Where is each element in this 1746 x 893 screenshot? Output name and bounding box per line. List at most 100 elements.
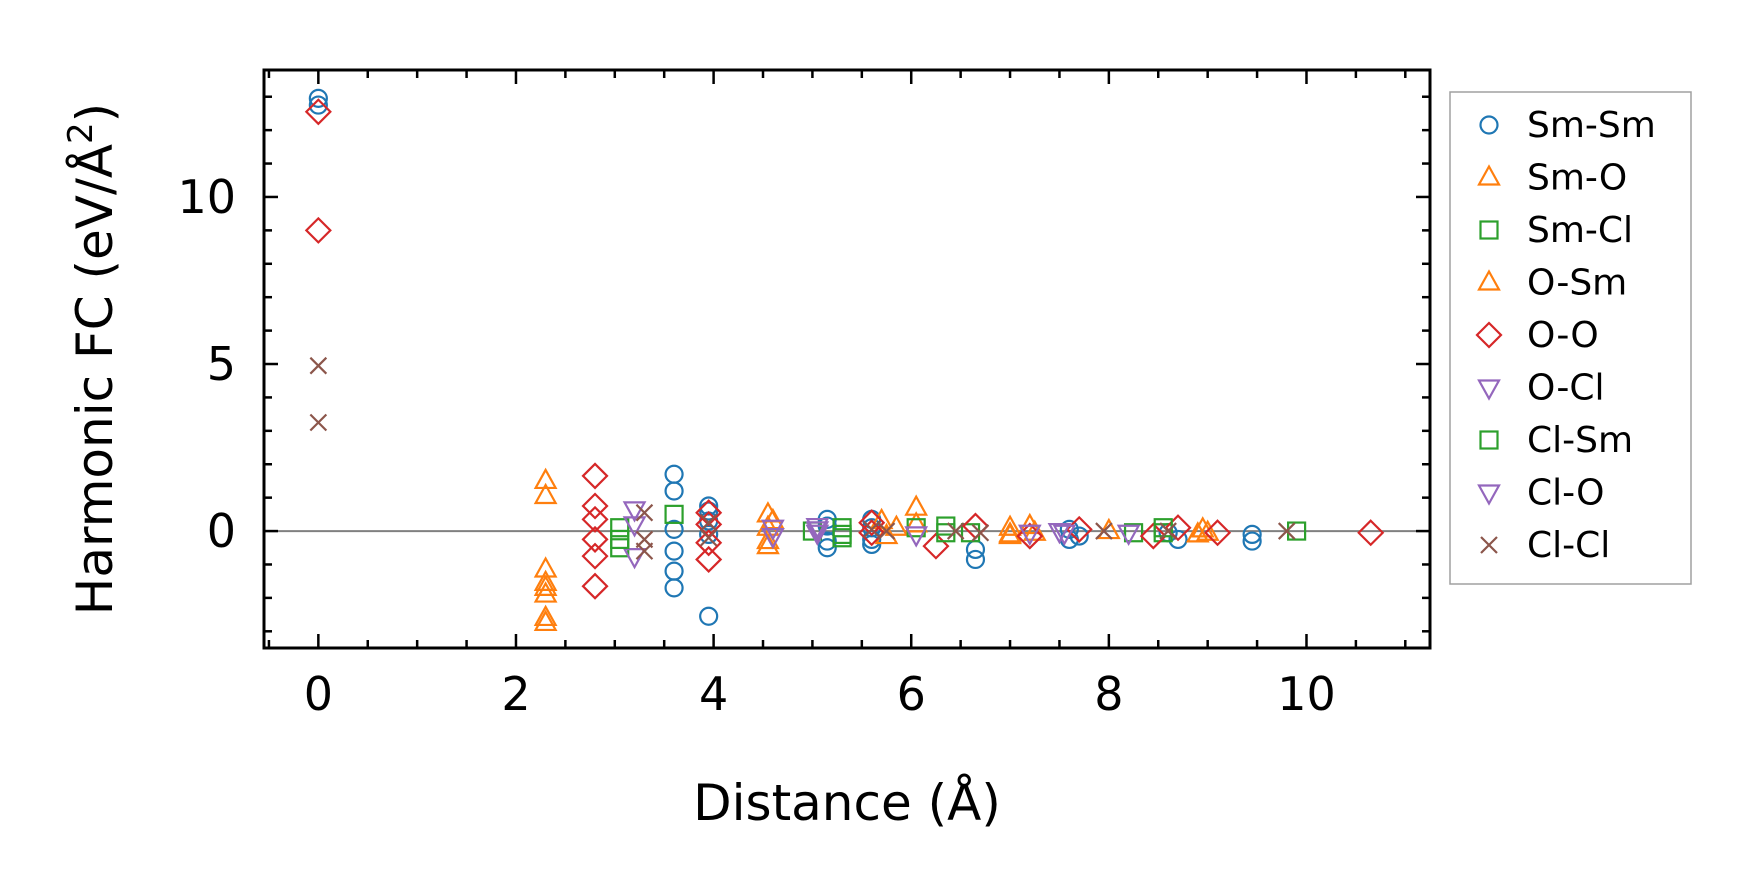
x-axis-label: Distance (Å)	[693, 774, 1001, 832]
point-sm-sm-28	[1242, 524, 1262, 545]
point-o-o-5	[581, 525, 609, 553]
point-sm-o-8	[869, 507, 894, 530]
legend-marker-cl-o	[1477, 484, 1501, 506]
data-points-layer	[304, 88, 1385, 632]
point-sm-o-12	[998, 514, 1022, 536]
point-o-o-13	[858, 519, 886, 547]
point-sm-sm-0	[308, 88, 328, 108]
point-cl-cl-9	[946, 522, 965, 540]
point-sm-sm-23	[1059, 519, 1079, 539]
x-tick-label: 8	[1094, 667, 1123, 721]
legend-entry-cl-o: Cl-O	[1477, 473, 1604, 514]
point-o-o-6	[581, 542, 609, 570]
legend-marker-o-sm	[1477, 269, 1501, 291]
legend-label: Cl-O	[1527, 473, 1604, 514]
point-sm-sm-16	[817, 538, 837, 558]
point-o-sm-6	[998, 522, 1022, 545]
point-o-o-1	[304, 216, 332, 244]
point-o-o-2	[581, 462, 609, 490]
point-sm-o-4	[533, 604, 558, 627]
legend-label: Sm-O	[1527, 158, 1627, 199]
point-o-o-8	[695, 499, 723, 527]
point-o-cl-3	[805, 517, 830, 540]
point-sm-cl-9	[1123, 523, 1144, 543]
y-axis-label-main: Harmonic FC (eV/Å	[66, 144, 124, 615]
point-cl-cl-7	[862, 520, 881, 539]
point-cl-o-1	[761, 527, 785, 550]
point-sm-sm-25	[1069, 526, 1089, 546]
point-o-o-10	[695, 529, 723, 557]
point-o-o-19	[1164, 514, 1192, 542]
point-sm-o-0	[533, 467, 558, 490]
point-o-o-12	[858, 509, 886, 537]
legend-entry-cl-cl: Cl-Cl	[1480, 525, 1610, 566]
legend-label: Cl-Sm	[1527, 420, 1633, 461]
legend-label: O-Sm	[1527, 263, 1627, 304]
point-o-cl-4	[805, 524, 830, 546]
y-axis-label-close: )	[66, 103, 124, 123]
x-tick-label: 2	[501, 667, 530, 721]
y-axis-label-sup: 2	[61, 122, 101, 144]
point-o-cl-8	[1116, 524, 1141, 546]
y-tick-label: 10	[177, 170, 236, 224]
legend: Sm-Sm Sm-O Sm-Cl O-Sm O-O O-Cl Cl-Sm Cl-O Cl-Cl	[1449, 91, 1692, 585]
point-sm-sm-9	[699, 501, 719, 521]
point-cl-cl-11	[1095, 522, 1113, 540]
point-sm-sm-29	[1242, 531, 1262, 551]
x-tick-label: 6	[897, 667, 926, 721]
legend-entry-sm-o: Sm-O	[1477, 158, 1627, 199]
point-sm-o-15	[1096, 517, 1121, 540]
point-sm-sm-3	[664, 481, 684, 501]
point-cl-sm-1	[832, 528, 852, 548]
point-sm-sm-8	[699, 496, 719, 516]
legend-marker-sm-sm	[1479, 115, 1499, 135]
axis-ticks-layer	[264, 70, 1430, 648]
point-cl-o-2	[805, 521, 830, 543]
point-o-o-11	[695, 545, 723, 574]
point-o-o-7	[581, 572, 609, 600]
point-o-sm-7	[1022, 519, 1047, 541]
point-cl-cl-4	[635, 542, 654, 560]
point-sm-o-16	[1190, 516, 1215, 538]
point-cl-sm-0	[610, 529, 630, 550]
point-o-o-0	[304, 98, 332, 126]
x-tick-label: 0	[304, 667, 333, 721]
legend-marker-cl-cl	[1480, 536, 1498, 554]
legend-entry-cl-sm: Cl-Sm	[1479, 420, 1633, 461]
point-o-o-3	[581, 492, 609, 520]
point-sm-sm-4	[664, 519, 684, 539]
series-cl-cl	[309, 356, 1296, 560]
point-cl-cl-5	[699, 513, 718, 532]
legend-marker-o-cl	[1477, 379, 1501, 401]
y-axis-label: Harmonic FC (eV/Å2)	[61, 103, 124, 615]
point-o-cl-1	[622, 548, 647, 570]
x-tick-label: 10	[1277, 667, 1336, 721]
point-o-sm-2	[533, 609, 558, 632]
legend-label: O-O	[1527, 315, 1599, 356]
point-sm-sm-1	[308, 95, 328, 115]
legend-marker-cl-sm	[1479, 430, 1499, 450]
legend-label: Cl-Cl	[1527, 525, 1610, 566]
point-o-o-20	[1203, 519, 1232, 547]
point-o-sm-1	[533, 581, 558, 603]
point-sm-sm-12	[699, 606, 719, 626]
legend-marker-sm-o	[1477, 164, 1501, 186]
point-cl-o-3	[1047, 522, 1072, 545]
y-tick-label: 5	[207, 337, 236, 391]
legend-label: O-Cl	[1527, 368, 1604, 409]
series-o-o	[304, 98, 1385, 600]
legend-entry-sm-sm: Sm-Sm	[1479, 105, 1656, 146]
plot-frame	[262, 68, 1432, 650]
point-o-cl-0	[622, 501, 647, 523]
legend-marker-o-o	[1475, 321, 1503, 349]
point-sm-sm-22	[965, 549, 986, 570]
point-sm-cl-5	[832, 518, 852, 538]
point-cl-cl-13	[1277, 522, 1296, 540]
point-o-o-21	[1357, 519, 1385, 547]
point-o-o-4	[581, 505, 609, 533]
point-sm-sm-5	[664, 541, 684, 561]
point-o-sm-8	[1185, 521, 1210, 543]
point-sm-cl-2	[664, 504, 684, 524]
point-sm-o-11	[904, 511, 929, 533]
